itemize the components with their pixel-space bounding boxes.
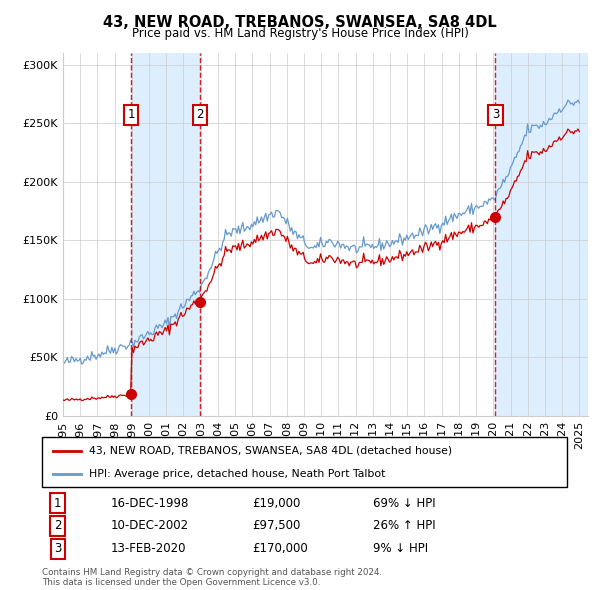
Text: 43, NEW ROAD, TREBANOS, SWANSEA, SA8 4DL: 43, NEW ROAD, TREBANOS, SWANSEA, SA8 4DL bbox=[103, 15, 497, 30]
Text: 3: 3 bbox=[492, 109, 499, 122]
Text: HPI: Average price, detached house, Neath Port Talbot: HPI: Average price, detached house, Neat… bbox=[89, 469, 386, 479]
Text: 3: 3 bbox=[54, 542, 61, 555]
Text: 69% ↓ HPI: 69% ↓ HPI bbox=[373, 497, 436, 510]
Text: 2: 2 bbox=[196, 109, 204, 122]
Bar bbox=[131, 53, 200, 416]
Text: 9% ↓ HPI: 9% ↓ HPI bbox=[373, 542, 428, 555]
Text: 16-DEC-1998: 16-DEC-1998 bbox=[110, 497, 188, 510]
Text: 10-DEC-2002: 10-DEC-2002 bbox=[110, 519, 188, 532]
Bar bbox=[496, 53, 596, 416]
Text: 43, NEW ROAD, TREBANOS, SWANSEA, SA8 4DL (detached house): 43, NEW ROAD, TREBANOS, SWANSEA, SA8 4DL… bbox=[89, 445, 452, 455]
Text: 13-FEB-2020: 13-FEB-2020 bbox=[110, 542, 186, 555]
Text: Price paid vs. HM Land Registry's House Price Index (HPI): Price paid vs. HM Land Registry's House … bbox=[131, 27, 469, 40]
Text: Contains HM Land Registry data © Crown copyright and database right 2024.: Contains HM Land Registry data © Crown c… bbox=[42, 568, 382, 576]
Text: This data is licensed under the Open Government Licence v3.0.: This data is licensed under the Open Gov… bbox=[42, 578, 320, 587]
Text: 26% ↑ HPI: 26% ↑ HPI bbox=[373, 519, 436, 532]
Text: 1: 1 bbox=[54, 497, 62, 510]
Text: £170,000: £170,000 bbox=[252, 542, 308, 555]
Text: 1: 1 bbox=[127, 109, 135, 122]
Text: 2: 2 bbox=[54, 519, 62, 532]
FancyBboxPatch shape bbox=[42, 437, 567, 487]
Text: £97,500: £97,500 bbox=[252, 519, 301, 532]
Text: £19,000: £19,000 bbox=[252, 497, 301, 510]
